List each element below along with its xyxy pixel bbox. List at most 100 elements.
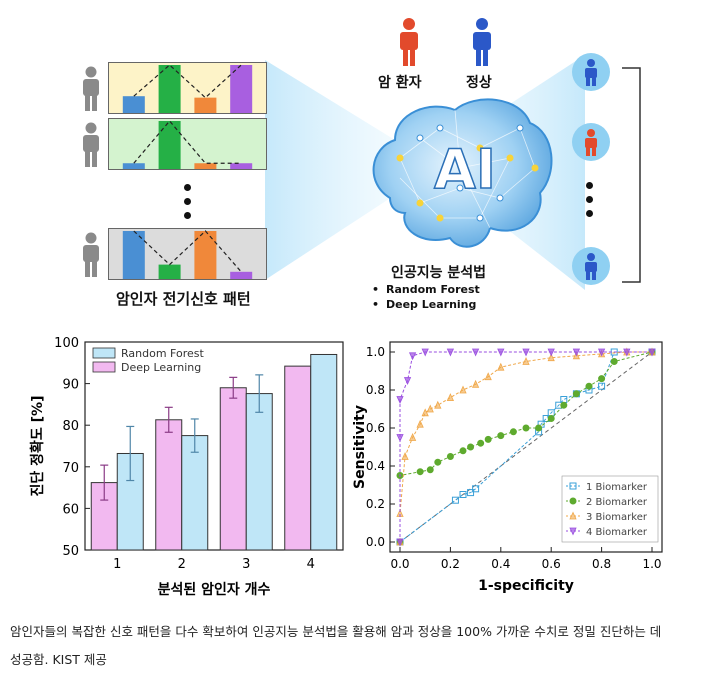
signal-bar	[158, 264, 181, 279]
right-ellipsis-dots	[586, 182, 594, 217]
roc-point	[421, 408, 429, 417]
person-gray-icon	[83, 232, 99, 277]
signal-trend-line	[133, 64, 242, 99]
roc-point	[471, 348, 480, 357]
roc-point	[598, 382, 606, 390]
roc-point	[547, 353, 555, 362]
figure-caption: 암인자들의 복잡한 신호 패턴을 다수 확보하여 인공지능 분석법을 활용해 암…	[10, 618, 710, 674]
patient-figure-icon	[400, 18, 418, 66]
accuracy-bar	[284, 365, 312, 551]
y-tick-label: 50	[62, 544, 79, 559]
signal-pattern-panel	[108, 62, 267, 114]
roc-point	[522, 357, 530, 365]
accuracy-bar	[219, 387, 247, 551]
pattern-label: 암인자 전기신호 패턴	[116, 290, 251, 308]
roc-point	[572, 390, 580, 398]
roc-point	[572, 348, 581, 357]
signal-bar	[230, 65, 253, 113]
accuracy-bar	[181, 435, 209, 551]
y-tick-label: 70	[62, 461, 79, 476]
x-tick-label: 0.0	[390, 557, 409, 571]
roc-point	[522, 348, 530, 357]
x-tick-label: 0.8	[592, 557, 611, 571]
signal-bar	[158, 121, 181, 169]
roc-point	[408, 352, 417, 361]
roc-point	[623, 348, 631, 357]
roc-point	[467, 489, 475, 497]
legend-label: Deep Learning	[121, 361, 201, 374]
x-tick-label: 0.6	[542, 557, 561, 571]
y-tick-label: 0.0	[366, 535, 385, 549]
roc-point	[497, 348, 505, 357]
accuracy-bar	[155, 419, 183, 551]
accuracy-bar	[116, 452, 144, 551]
y-tick-label: 100	[54, 336, 79, 351]
y-tick-label: 0.6	[366, 421, 385, 435]
right-bracket	[622, 67, 641, 283]
x-tick-label: 4	[307, 557, 315, 572]
method-item: • Deep Learning	[372, 298, 477, 311]
roc-point	[426, 466, 434, 474]
roc-point	[484, 372, 492, 381]
roc-point	[497, 362, 505, 371]
roc-point	[610, 358, 618, 365]
roc-point	[509, 428, 517, 436]
x-tick-label: 1.0	[642, 557, 661, 571]
method-title: 인공지능 분석법	[391, 265, 487, 281]
roc-point	[434, 400, 442, 409]
normal-label: 정상	[466, 75, 492, 91]
normal-figure-icon	[473, 18, 491, 66]
roc-point	[597, 348, 606, 357]
x-tick-label: 3	[242, 557, 250, 572]
y-tick-label: 0.4	[366, 459, 385, 473]
signal-bar	[230, 271, 253, 279]
signal-bar	[158, 65, 181, 113]
y-tick-label: 0.2	[366, 497, 385, 511]
roc-point	[547, 348, 555, 357]
signal-bar	[122, 163, 145, 169]
roc-point	[484, 435, 492, 443]
roc-point	[569, 482, 577, 490]
legend-label: 2 Biomarker	[586, 497, 648, 508]
patient-label: 암 환자	[378, 75, 422, 91]
roc-point	[477, 439, 485, 447]
roc-point	[408, 433, 417, 441]
roc-point	[471, 379, 480, 388]
roc-point	[446, 348, 455, 357]
y-tick-label: 60	[62, 502, 79, 517]
ai-text: AI	[434, 138, 496, 201]
roc-point	[451, 496, 459, 504]
roc-point	[585, 382, 593, 390]
roc-point	[547, 415, 555, 422]
roc-point	[598, 375, 606, 383]
roc-point	[648, 348, 656, 357]
signal-pattern-panel	[108, 228, 267, 280]
legend-swatch	[92, 361, 116, 373]
method-list: • Random Forest • Deep Learning	[372, 282, 480, 312]
legend-label: Random Forest	[121, 347, 204, 360]
signal-trend-line	[133, 120, 242, 164]
x-tick-label: 0.4	[491, 557, 510, 571]
top-illustration: 암인자 전기신호 패턴 AI 암 환자 정상 인공지능 분석법 • Random	[0, 0, 719, 330]
signal-bar	[194, 231, 217, 279]
roc-point	[434, 458, 442, 466]
legend-label: 4 Biomarker	[586, 527, 648, 538]
roc-point	[522, 424, 530, 432]
legend-label: 3 Biomarker	[586, 512, 648, 523]
signal-trend-line	[133, 230, 242, 273]
accuracy-bar	[310, 353, 338, 551]
signal-bar	[230, 163, 253, 169]
roc-point	[467, 443, 475, 451]
person-gray-icon	[83, 122, 99, 167]
accuracy-bar	[245, 393, 273, 551]
signal-bar	[194, 97, 217, 113]
person-gray-icon	[83, 66, 99, 111]
roc-point	[560, 401, 568, 409]
roc-point	[401, 452, 409, 460]
roc-point	[446, 453, 454, 460]
roc-point	[446, 393, 455, 401]
roc-point	[569, 511, 577, 520]
method-item: • Random Forest	[372, 283, 480, 296]
roc-point	[569, 527, 577, 536]
